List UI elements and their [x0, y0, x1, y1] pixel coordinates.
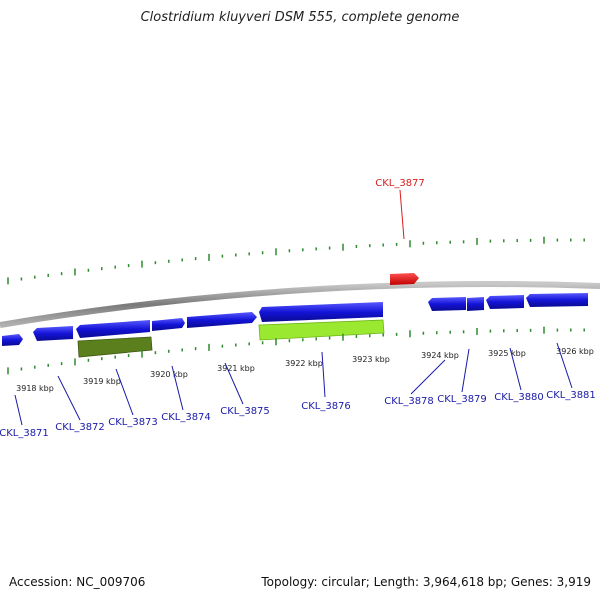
scale-label-3924: 3924 kbp [421, 351, 459, 360]
genome-backbone [0, 281, 600, 328]
gene-label-ckl-3881: CKL_3881 [546, 390, 596, 401]
gene-label-ckl-3872: CKL_3872 [55, 422, 105, 433]
gene-ckl-3880[interactable] [486, 295, 524, 309]
gene-ckl-3876[interactable] [259, 302, 383, 322]
gene-ckl-3874[interactable] [152, 318, 185, 331]
feature-track [77, 319, 385, 358]
scale-label-3921: 3921 kbp [217, 364, 255, 373]
gene-label-ckl-3876: CKL_3876 [301, 401, 351, 412]
gene-ckl-3881[interactable] [526, 293, 588, 307]
gene-ckl-3875[interactable] [187, 312, 257, 328]
gene-ckl-3877[interactable] [390, 273, 419, 285]
outer-tick-arc [7, 236, 585, 285]
gene-label-ckl-3878: CKL_3878 [384, 396, 434, 407]
accession-label: Accession: NC_009706 [9, 575, 146, 589]
gene-ckl-3871[interactable] [2, 334, 23, 346]
scale-label-3920: 3920 kbp [150, 370, 188, 379]
scale-label-3922: 3922 kbp [285, 359, 323, 368]
scale-label-3919: 3919 kbp [83, 377, 121, 386]
gene-label-ckl-3874: CKL_3874 [161, 412, 211, 423]
map-title: Clostridium kluyveri DSM 555, complete g… [140, 10, 460, 25]
gene-label-ckl-3871: CKL_3871 [0, 428, 49, 439]
inner-tick-arc [7, 326, 585, 375]
gene-label-ckl-3879: CKL_3879 [437, 394, 487, 405]
gene-connector-ckl-3877 [399, 189, 405, 240]
gene-ckl-3879[interactable] [467, 297, 484, 311]
gene-ckl-3873[interactable] [76, 320, 150, 338]
scale-label-3926: 3926 kbp [556, 347, 594, 356]
gene-label-ckl-3873: CKL_3873 [108, 417, 158, 428]
gene-ckl-3878[interactable] [428, 297, 466, 311]
gene-connectors [14, 342, 573, 426]
genome-summary: Topology: circular; Length: 3,964,618 bp… [261, 575, 591, 589]
gene-label-ckl-3877: CKL_3877 [375, 178, 425, 189]
gene-labels: CKL_3871 CKL_3872 CKL_3873 CKL_3874 CKL_… [0, 390, 596, 439]
gene-label-ckl-3880: CKL_3880 [494, 392, 544, 403]
gene-label-ckl-3875: CKL_3875 [220, 406, 270, 417]
feature-light-green[interactable] [258, 319, 385, 341]
scale-label-3923: 3923 kbp [352, 355, 390, 364]
gene-ckl-3872[interactable] [33, 326, 73, 341]
scale-label-3925: 3925 kbp [488, 349, 526, 358]
gene-track [2, 293, 588, 346]
scale-labels: 3918 kbp 3919 kbp 3920 kbp 3921 kbp 3922… [16, 347, 594, 393]
scale-label-3918: 3918 kbp [16, 384, 54, 393]
feature-dark-green[interactable] [77, 336, 153, 358]
